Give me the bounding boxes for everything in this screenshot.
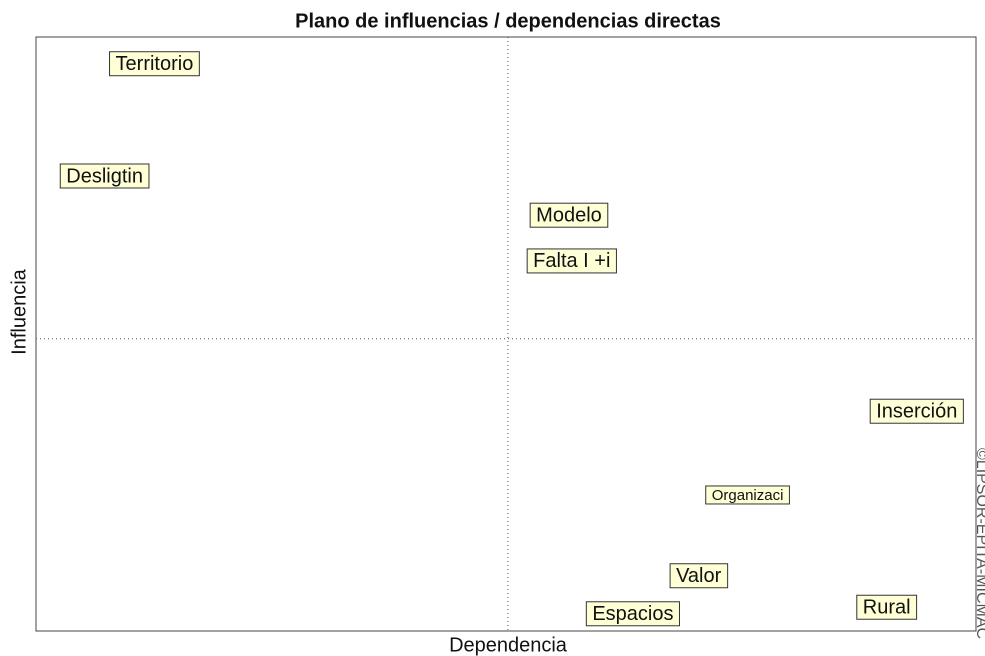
point-box bbox=[856, 594, 918, 620]
point-label: Valor bbox=[676, 565, 722, 587]
point-box bbox=[669, 563, 729, 589]
point-box bbox=[529, 202, 609, 228]
point-label: Falta I +i bbox=[533, 250, 610, 272]
plot-frame bbox=[35, 36, 977, 632]
point-label: Rural bbox=[863, 597, 911, 619]
watermark: ©LIPSOR-EPITA-MICMAC bbox=[973, 448, 985, 639]
point-label: Organizaci bbox=[712, 487, 784, 504]
point-label: Territorio bbox=[116, 53, 194, 75]
point-label: Inserción bbox=[876, 401, 957, 423]
x-axis-label: Dependencia bbox=[449, 634, 568, 656]
point-label: Desligtin bbox=[66, 165, 143, 187]
point-box bbox=[869, 398, 964, 424]
point-box bbox=[59, 163, 150, 189]
point-label: Modelo bbox=[536, 204, 602, 226]
point-box bbox=[585, 601, 680, 627]
point-box bbox=[109, 51, 200, 77]
point-box bbox=[705, 485, 790, 505]
chart-title: Plano de influencias / dependencias dire… bbox=[295, 10, 721, 32]
point-label: Espacios bbox=[592, 603, 673, 625]
point-box bbox=[526, 248, 617, 274]
y-axis-label: Influencia bbox=[8, 268, 30, 354]
